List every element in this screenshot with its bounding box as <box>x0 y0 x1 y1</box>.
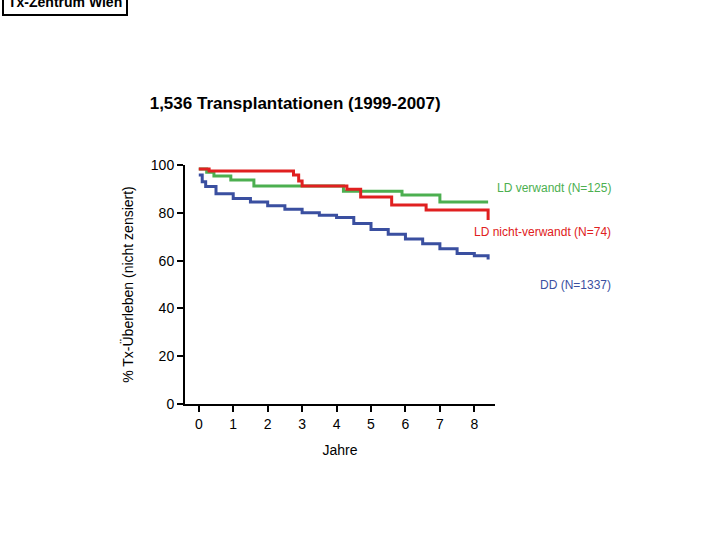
svg-text:0: 0 <box>195 416 203 432</box>
svg-text:40: 40 <box>159 300 175 316</box>
svg-text:1,536 Transplantationen (1999-: 1,536 Transplantationen (1999-2007) <box>150 94 441 113</box>
svg-text:6: 6 <box>402 416 410 432</box>
svg-text:Jahre: Jahre <box>322 442 357 458</box>
svg-text:100: 100 <box>151 157 175 173</box>
svg-text:7: 7 <box>436 416 444 432</box>
svg-text:LD nicht-verwandt (N=74): LD nicht-verwandt (N=74) <box>474 225 611 239</box>
svg-text:20: 20 <box>159 348 175 364</box>
svg-text:4: 4 <box>333 416 341 432</box>
svg-text:2: 2 <box>264 416 272 432</box>
svg-text:Tx-Zentrum Wien: Tx-Zentrum Wien <box>8 0 122 10</box>
svg-text:0: 0 <box>166 396 174 412</box>
svg-text:5: 5 <box>367 416 375 432</box>
svg-text:80: 80 <box>159 205 175 221</box>
svg-text:DD (N=1337): DD (N=1337) <box>540 278 611 292</box>
svg-text:8: 8 <box>470 416 478 432</box>
svg-text:LD verwandt (N=125): LD verwandt (N=125) <box>497 181 611 195</box>
svg-text:3: 3 <box>298 416 306 432</box>
svg-text:1: 1 <box>229 416 237 432</box>
svg-text:% Tx-Überleben (nicht zensiert: % Tx-Überleben (nicht zensiert) <box>119 186 136 383</box>
svg-text:60: 60 <box>159 253 175 269</box>
